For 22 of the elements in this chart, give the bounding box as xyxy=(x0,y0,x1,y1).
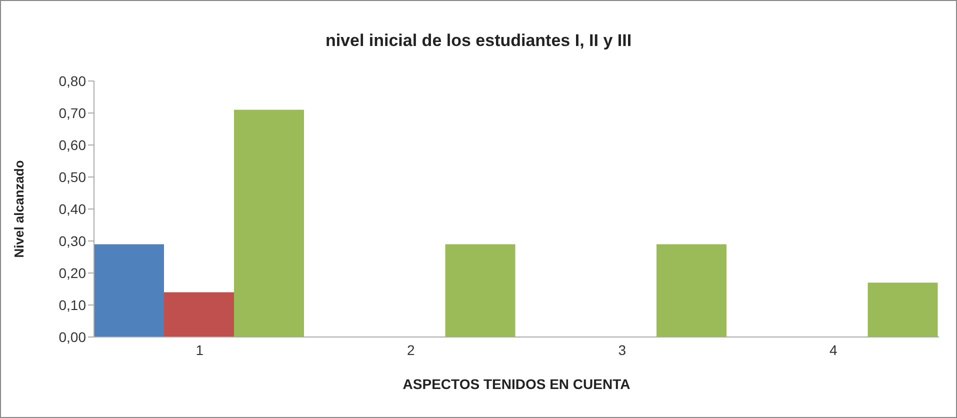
y-tick-label: 0,00 xyxy=(58,328,86,345)
chart-title: nivel inicial de los estudiantes I, II y III xyxy=(324,31,633,51)
y-tick-label: 0,10 xyxy=(58,296,86,313)
y-tick-label: 0,50 xyxy=(58,168,86,185)
y-tick-label: 0,70 xyxy=(58,104,86,121)
bar xyxy=(445,244,516,337)
bar xyxy=(94,244,164,337)
y-tick-label: 0,60 xyxy=(58,136,86,153)
y-tick-label: 0,40 xyxy=(58,200,86,217)
y-axis-title: Nivel alcanzado xyxy=(12,160,27,258)
x-tick-label: 4 xyxy=(829,342,838,358)
y-tick-label: 0,20 xyxy=(58,264,86,281)
y-tick-label: 0,80 xyxy=(58,72,86,89)
x-axis-title: ASPECTOS TENIDOS EN CUENTA xyxy=(402,376,630,392)
y-tick-label: 0,30 xyxy=(58,232,86,249)
x-tick-label: 3 xyxy=(618,342,626,358)
bar xyxy=(868,282,938,337)
bar xyxy=(164,292,234,337)
bar xyxy=(656,244,726,337)
x-tick-label: 2 xyxy=(406,342,415,358)
x-tick-label: 1 xyxy=(196,342,204,358)
bar xyxy=(234,110,304,337)
